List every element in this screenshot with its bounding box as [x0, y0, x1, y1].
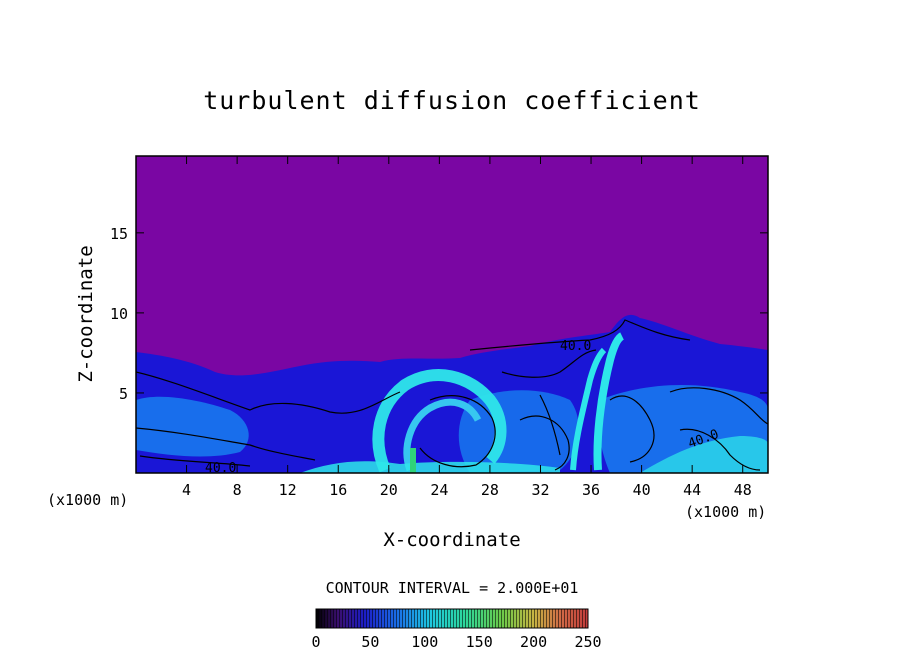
colorbar-tick-label: 100	[411, 633, 438, 651]
x-tick-label: 16	[329, 481, 347, 499]
cyan-right	[640, 436, 768, 473]
colorbar-frame	[315, 608, 589, 629]
x-tick-label: 24	[430, 481, 448, 499]
x-tick-label: 20	[380, 481, 398, 499]
y-axis: 5 10 15	[110, 225, 768, 403]
x-tick-label: 36	[582, 481, 600, 499]
colorbar-ticks: 0 50 100 150 200 250	[311, 633, 601, 651]
y-tick-label: 15	[110, 225, 128, 243]
peak-region	[410, 448, 416, 473]
contour-label: 40.0	[560, 339, 591, 354]
colorbar-tick-label: 150	[466, 633, 493, 651]
cyan-plume-2	[570, 347, 607, 471]
cyan-swirl-inner	[403, 398, 482, 472]
contour-interval-text: CONTOUR INTERVAL = 2.000E+01	[326, 579, 579, 597]
contour-lines	[136, 319, 768, 471]
colorbar-tick-label: 200	[520, 633, 547, 651]
contour-label: 40.0	[205, 461, 236, 476]
x-tick-label: 32	[531, 481, 549, 499]
x-axis: 4 8 12 16 20 24 28 32 36 40 44 48	[182, 156, 752, 499]
cyan-swirl	[372, 369, 507, 473]
cyan-bottom	[300, 461, 560, 473]
x-tick-label: 28	[481, 481, 499, 499]
colorbar-tick-label: 50	[361, 633, 379, 651]
x-unit-left: (x1000 m)	[47, 491, 128, 509]
x-unit-right: (x1000 m)	[685, 503, 766, 521]
colorbar-tick-label: 0	[311, 633, 320, 651]
x-tick-label: 44	[683, 481, 701, 499]
heatmap-field	[136, 156, 768, 473]
colorbar: 0 50 100 150 200 250	[311, 608, 602, 651]
chart-title: turbulent diffusion coefficient	[203, 86, 701, 115]
mid-region-left	[136, 396, 249, 457]
x-tick-label: 8	[233, 481, 242, 499]
x-tick-label: 40	[633, 481, 651, 499]
x-tick-label: 48	[734, 481, 752, 499]
y-axis-title: Z-coordinate	[75, 245, 97, 382]
cyan-plume	[593, 332, 625, 471]
y-tick-label: 5	[119, 385, 128, 403]
plot-frame	[135, 155, 769, 474]
x-axis-title: X-coordinate	[383, 529, 520, 551]
x-tick-label: 12	[279, 481, 297, 499]
colorbar-tick-label: 250	[574, 633, 601, 651]
y-tick-label: 10	[110, 305, 128, 323]
colorbar-stripes	[316, 609, 588, 628]
x-tick-label: 4	[182, 481, 191, 499]
